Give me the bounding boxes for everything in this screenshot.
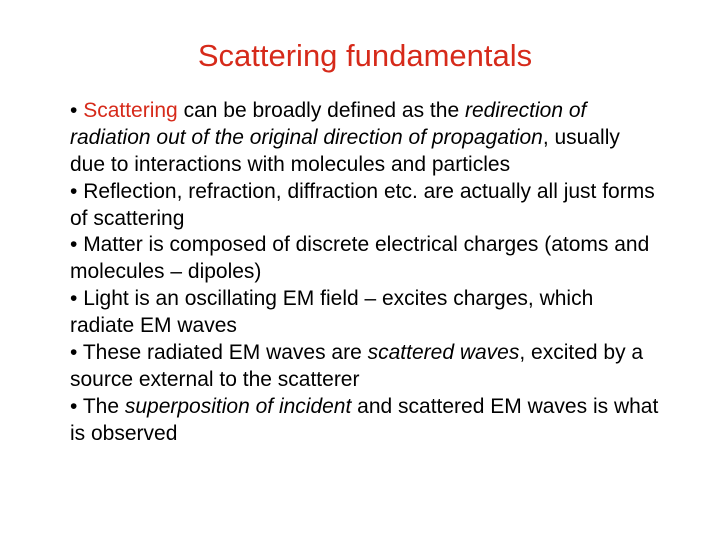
bullet-text: The <box>83 395 125 418</box>
bullet-text: These radiated EM waves are <box>83 341 368 364</box>
slide-title: Scattering fundamentals <box>70 38 660 74</box>
bullet-item: • These radiated EM waves are scattered … <box>70 340 660 394</box>
bullet-marker: • <box>70 99 83 122</box>
bullet-marker: • <box>70 395 83 418</box>
bullet-text: Light is an oscillating EM field – excit… <box>70 287 593 337</box>
bullet-marker: • <box>70 233 83 256</box>
title-text: Scattering fundamentals <box>198 38 532 73</box>
slide: Scattering fundamentals • Scattering can… <box>0 0 720 540</box>
bullet-text: can be broadly defined as the <box>178 99 465 122</box>
bullet-text: superposition of incident <box>125 395 351 418</box>
bullet-item: • The superposition of incident and scat… <box>70 394 660 448</box>
bullet-marker: • <box>70 180 83 203</box>
slide-body: • Scattering can be broadly defined as t… <box>70 98 660 447</box>
bullet-text: Scattering <box>83 99 178 122</box>
bullet-text: Matter is composed of discrete electrica… <box>70 233 649 283</box>
bullet-marker: • <box>70 341 83 364</box>
bullet-item: • Light is an oscillating EM field – exc… <box>70 286 660 340</box>
bullet-item: • Scattering can be broadly defined as t… <box>70 98 660 179</box>
bullet-text: scattered waves <box>368 341 520 364</box>
bullet-marker: • <box>70 287 83 310</box>
bullet-text: Reflection, refraction, diffraction etc.… <box>70 180 655 230</box>
bullet-item: • Matter is composed of discrete electri… <box>70 232 660 286</box>
bullet-item: • Reflection, refraction, diffraction et… <box>70 179 660 233</box>
